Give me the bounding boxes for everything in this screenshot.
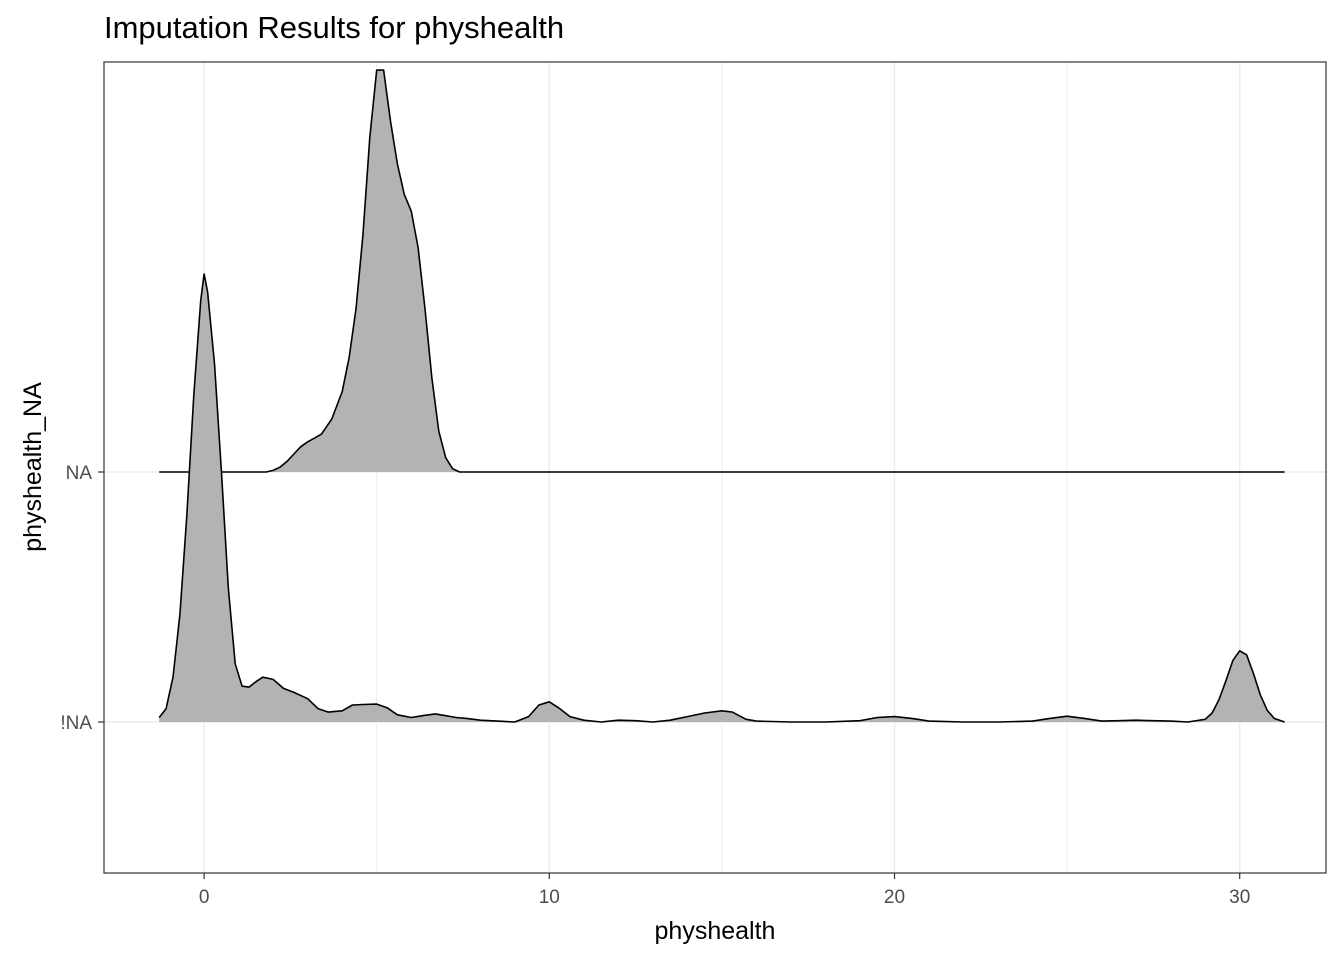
x-tick-label: 30 — [1229, 887, 1250, 908]
panel-border — [103, 61, 1327, 874]
x-tick-label: 0 — [199, 887, 210, 908]
ridge-layer — [158, 69, 1285, 723]
ridge-line-not-na — [158, 273, 1285, 723]
axis-layer: 0 10 20 30 !NA NA — [60, 463, 1250, 908]
ridge-area-na — [159, 70, 1285, 472]
y-axis-title: physhealth_NA — [19, 382, 47, 552]
ridge-line-na — [159, 69, 1285, 473]
y-tick-label: !NA — [60, 713, 92, 734]
x-axis-title: physhealth — [655, 917, 776, 945]
chart-title: Imputation Results for physhealth — [104, 10, 565, 45]
x-tick-label: 10 — [539, 887, 560, 908]
x-tick-label: 20 — [884, 887, 905, 908]
y-tick-label: NA — [66, 463, 93, 484]
